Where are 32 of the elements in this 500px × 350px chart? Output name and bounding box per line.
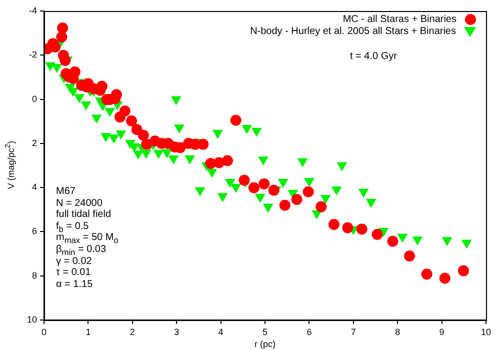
annotation: M67 xyxy=(56,186,76,198)
x-tick-label: 6 xyxy=(306,326,312,337)
annotation: τ = 0.01 xyxy=(56,267,91,279)
annotation: α = 1.15 xyxy=(56,278,93,290)
x-tick-label: 10 xyxy=(480,326,492,337)
annotation: full tidal field xyxy=(56,209,112,221)
y-tick-label: 8 xyxy=(32,270,37,280)
legend-label: MC - all Staras + Binaries xyxy=(342,14,456,26)
x-tick-label: 9 xyxy=(439,326,444,337)
x-tick-label: 4 xyxy=(218,326,224,337)
legend-label: N-body - Hurley et al. 2005 all Stars + Binaries xyxy=(250,26,456,38)
y-tick-label: -4 xyxy=(28,5,37,16)
annotation: m$_{max}$ = 50 M$_{o}$ xyxy=(56,232,118,246)
y-tick-label: 0 xyxy=(32,94,37,104)
annotation: f$_{b}$ = 0.5 xyxy=(56,220,89,234)
x-tick-label: 1 xyxy=(86,326,91,337)
annotation: γ = 0.02 xyxy=(56,256,92,268)
x-tick-label: 8 xyxy=(395,326,400,337)
annotation: N = 24000 xyxy=(56,198,102,210)
y-tick-label: 4 xyxy=(32,182,37,192)
y-tick-label: 10 xyxy=(26,314,37,324)
x-tick-label: 2 xyxy=(130,326,135,337)
x-tick-label: 7 xyxy=(350,326,356,337)
y-tick-label: 2 xyxy=(32,138,37,148)
x-axis-title: r (pc) xyxy=(254,339,276,350)
x-tick-label: 5 xyxy=(262,326,268,337)
x-tick-label: 3 xyxy=(174,326,180,337)
annotation: β$_{min}$ = 0.03 xyxy=(56,244,106,257)
y-tick-label: -2 xyxy=(28,50,37,60)
x-tick-label: 0 xyxy=(41,326,47,337)
annotation: t = 4.0 Gyr xyxy=(350,51,397,63)
y-tick-label: 6 xyxy=(32,226,37,236)
